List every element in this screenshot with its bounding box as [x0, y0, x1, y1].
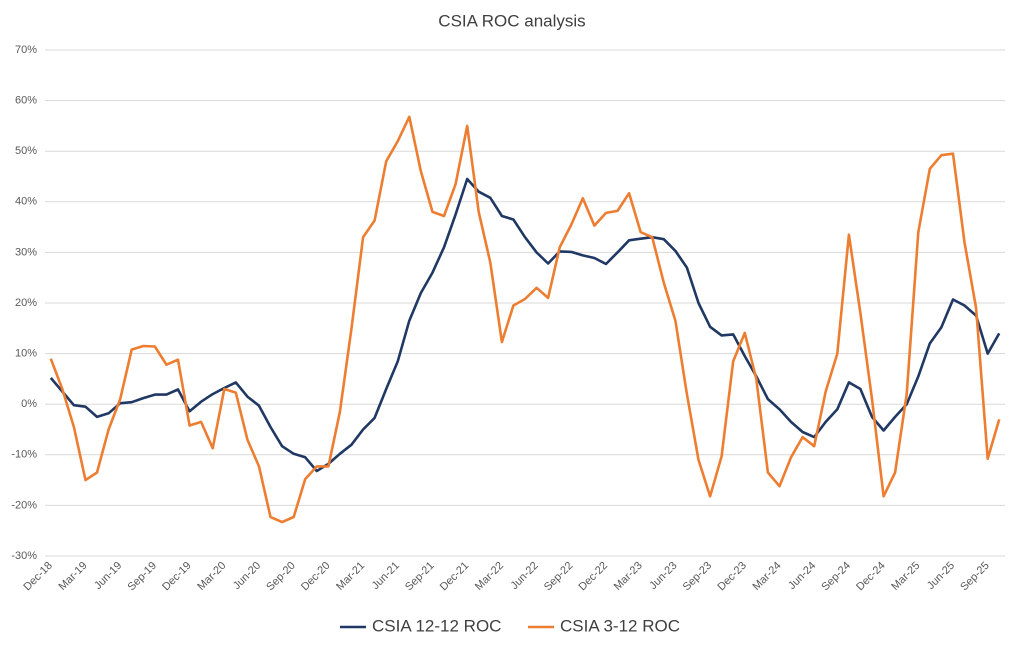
x-tick-label: Jun-23 — [647, 560, 679, 592]
x-tick-label: Jun-22 — [508, 560, 540, 592]
x-tick-label: Sep-20 — [264, 560, 298, 594]
y-tick-label: 50% — [15, 145, 37, 157]
x-tick-label: Mar-25 — [889, 560, 922, 593]
y-tick-label: 30% — [15, 246, 37, 258]
y-tick-label: 60% — [15, 95, 37, 107]
x-tick-label: Sep-21 — [403, 560, 437, 594]
series-line — [49, 115, 1001, 524]
x-tick-label: Dec-20 — [299, 560, 333, 594]
chart-title: CSIA ROC analysis — [438, 11, 585, 30]
x-tick-label: Dec-21 — [438, 560, 472, 594]
y-tick-label: -30% — [11, 550, 37, 562]
x-tick-label: Mar-22 — [473, 560, 506, 593]
y-tick-label: 40% — [15, 196, 37, 208]
series-line — [49, 177, 1001, 473]
y-tick-label: -10% — [11, 449, 37, 461]
x-tick-label: Mar-20 — [195, 560, 228, 593]
x-tick-label: Sep-25 — [958, 560, 992, 594]
x-tick-label: Dec-23 — [715, 560, 749, 594]
x-tick-label: Jun-19 — [92, 560, 124, 592]
y-tick-label: 10% — [15, 348, 37, 360]
y-tick-label: 20% — [15, 297, 37, 309]
x-tick-label: Sep-22 — [542, 560, 576, 594]
x-tick-label: Dec-24 — [854, 560, 888, 594]
x-tick-label: Jun-20 — [231, 560, 263, 592]
x-tick-label: Jun-24 — [786, 560, 818, 592]
x-tick-label: Mar-19 — [57, 560, 90, 593]
y-tick-label: 0% — [21, 398, 37, 410]
legend-label: CSIA 3-12 ROC — [560, 616, 680, 635]
x-tick-label: Sep-23 — [681, 560, 715, 594]
y-tick-label: -20% — [11, 499, 37, 511]
x-tick-label: Dec-22 — [577, 560, 611, 594]
x-tick-label: Sep-19 — [125, 560, 159, 594]
y-tick-label: 70% — [15, 44, 37, 56]
x-tick-label: Dec-18 — [21, 560, 55, 594]
x-tick-label: Sep-24 — [819, 560, 853, 594]
x-tick-label: Jun-25 — [925, 560, 957, 592]
x-tick-label: Jun-21 — [370, 560, 402, 592]
x-tick-label: Mar-23 — [612, 560, 645, 593]
legend-label: CSIA 12-12 ROC — [372, 616, 501, 635]
x-tick-label: Dec-19 — [160, 560, 194, 594]
x-tick-label: Mar-24 — [751, 560, 784, 593]
x-tick-label: Mar-21 — [334, 560, 367, 593]
